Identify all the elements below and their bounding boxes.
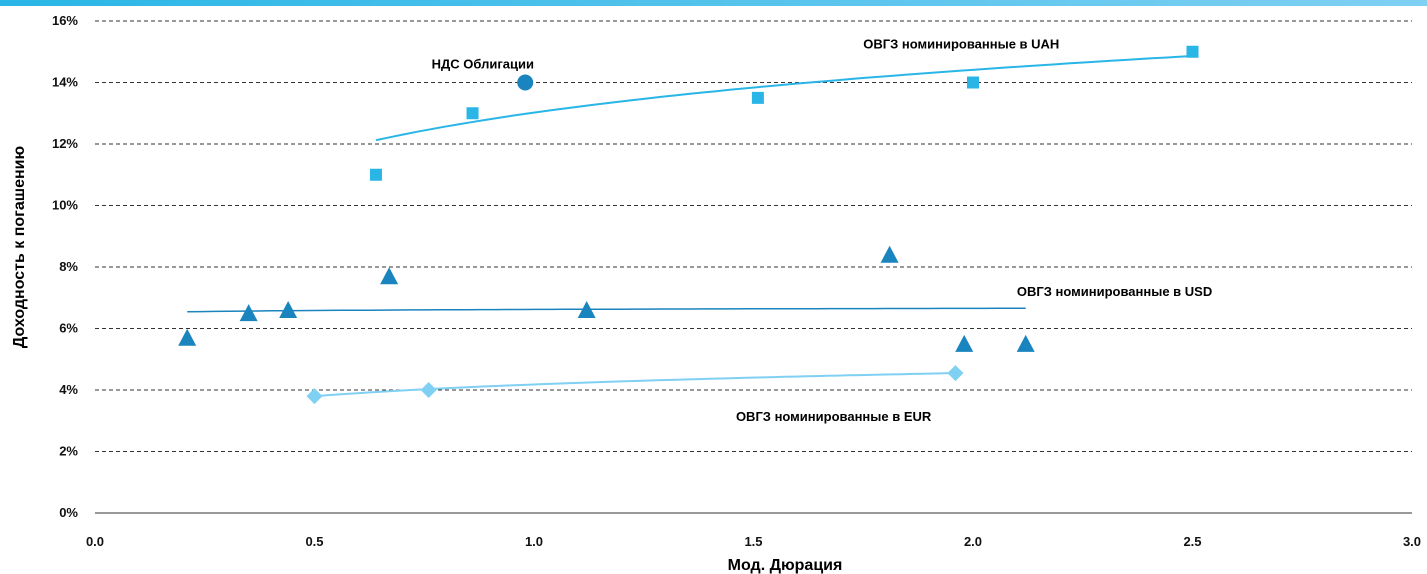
triangle-marker [178,328,197,346]
x-tick-label: 2.0 [964,534,982,549]
square-marker [369,168,382,181]
circle-marker [517,74,534,91]
square-marker [1186,45,1199,58]
triangle-marker [955,334,974,352]
triangle-marker [880,245,899,263]
trend-lines [187,55,1193,398]
y-tick-label: 12% [52,136,78,151]
triangle-marker [239,304,258,322]
x-tick-label: 2.5 [1183,534,1201,549]
top-accent-bar [0,0,1427,6]
data-points [178,45,1199,405]
y-tick-label: 14% [52,75,78,90]
x-tick-label: 0.5 [305,534,323,549]
grid-lines [95,20,1412,514]
annotation-label: ОВГЗ номинированные в EUR [736,409,932,424]
y-tick-label: 4% [59,382,78,397]
square-marker [751,91,764,104]
triangle-marker [380,267,399,285]
y-axis-title: Доходность к погашению [11,146,28,349]
trend-line-2 [314,372,956,398]
square-marker [466,107,479,120]
y-tick-label: 0% [59,505,78,520]
y-tick-label: 16% [52,13,78,28]
diamond-marker [947,365,964,382]
triangle-marker [577,301,596,319]
x-tick-label: 3.0 [1403,534,1421,549]
y-tick-label: 2% [59,444,78,459]
diamond-marker [420,382,437,398]
annotations: НДС Облигации ОВГЗ номинированные в UAH ОВ… [432,37,1213,424]
diamond-marker [306,388,323,405]
annotation-label: ОВГЗ номинированные в USD [1017,284,1212,299]
x-tick-labels: 0.0 0.5 1.0 1.5 2.0 2.5 3.0 [86,534,1421,549]
x-tick-label: 1.5 [744,534,762,549]
trend-line-1 [187,307,1026,313]
x-axis-title: Мод. Дюрация [728,557,843,574]
annotation-label: НДС Облигации [432,57,534,72]
triangle-marker [1016,334,1035,352]
x-tick-label: 0.0 [86,534,104,549]
x-tick-label: 1.0 [525,534,543,549]
triangle-marker [279,301,298,319]
annotation-label: ОВГЗ номинированные в UAH [863,37,1059,52]
square-marker [967,76,979,89]
y-tick-label: 6% [59,321,78,336]
trend-line-0 [375,55,1193,142]
y-tick-label: 8% [59,259,78,274]
y-tick-label: 10% [52,198,78,213]
y-tick-labels: 0% 2% 4% 6% 8% 10% 12% 14% 16% [52,13,78,520]
